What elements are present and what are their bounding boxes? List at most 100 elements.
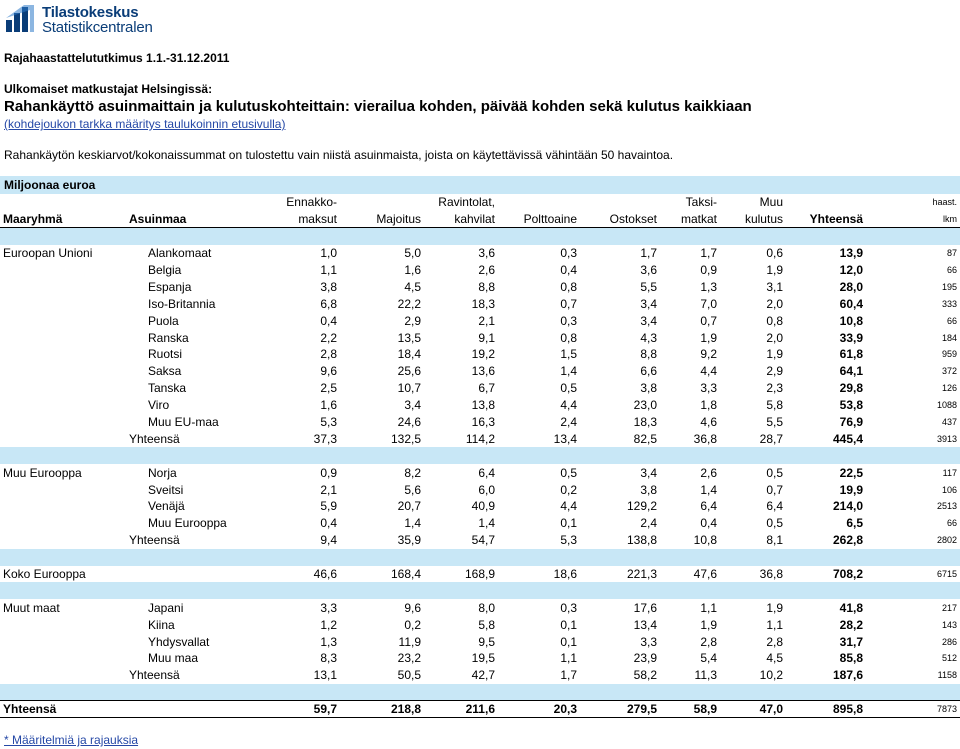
value-cell: 2,2: [320, 330, 337, 345]
value-cell: 28,0: [839, 279, 863, 294]
header-top-cell: [786, 194, 866, 211]
value-cell: 36,8: [759, 567, 783, 582]
value-cell: 66: [946, 518, 957, 529]
value-cell: 58,2: [633, 668, 657, 683]
value-cell: 76,9: [839, 415, 863, 430]
table-row: Muu EU-maa 5,3 24,6 16,3 2,4 18,3 4,6 5,5 76,9 43…: [0, 414, 960, 431]
value-cell: 25,6: [397, 364, 421, 379]
value-cell: 1,2: [320, 617, 337, 632]
table-row: Puola 0,4 2,9 2,1 0,3 3,4 0,7 0,8 10,8 66: [0, 312, 960, 329]
table-row: Espanja 3,8 4,5 8,8 0,8 5,5 1,3 3,1 28,0 195: [0, 278, 960, 295]
value-cell: 8,1: [766, 533, 783, 548]
value-cell: 13,6: [471, 364, 495, 379]
value-cell: 0,1: [560, 617, 577, 632]
value-cell: 1,1: [320, 263, 337, 277]
value-cell: 126: [941, 383, 957, 394]
value-cell: 0,2: [404, 617, 421, 632]
value-cell: 31,7: [839, 634, 863, 649]
definitions-link[interactable]: * Määritelmiä ja rajauksia: [4, 733, 139, 747]
value-cell: 1,9: [766, 347, 783, 362]
value-cell: 2,4: [560, 415, 577, 430]
value-cell: 6,0: [478, 482, 495, 497]
country-label: Yhdysvallat: [148, 634, 210, 649]
value-cell: 129,2: [626, 499, 657, 514]
value-cell: 221,3: [626, 567, 657, 582]
table-row: Tanska 2,5 10,7 6,7 0,5 3,8 3,3 2,3 29,8 126: [0, 380, 960, 397]
value-cell: 4,6: [700, 415, 717, 430]
header-row-bottom: Maaryhmä Asuinmaa maksut Majoitus kahvil…: [0, 210, 960, 229]
header-cell: matkat: [660, 210, 720, 229]
value-cell: 5,8: [766, 398, 783, 413]
value-cell: 3,4: [640, 296, 657, 311]
value-cell: 0,8: [766, 313, 783, 328]
value-cell: 11,9: [398, 634, 421, 649]
value-cell: 7873: [866, 700, 960, 719]
country-label: Saksa: [148, 364, 182, 379]
value-cell: 2,0: [766, 330, 783, 345]
value-cell: 10,7: [397, 381, 421, 396]
value-cell: 13,8: [471, 398, 495, 413]
value-cell: 53,8: [839, 398, 863, 413]
country-label: Yhteensä: [129, 668, 180, 683]
value-cell: 2513: [936, 501, 957, 512]
group-label: Muut maat: [3, 600, 60, 615]
value-cell: 1,5: [560, 347, 577, 362]
header-row-top: Ennakko- Ravintolat, Taksi- Muu haast.: [0, 194, 960, 211]
value-cell: 33,9: [839, 330, 863, 345]
value-cell: 24,6: [397, 415, 421, 430]
value-cell: 10,2: [759, 668, 783, 683]
spacer-row: [0, 683, 960, 701]
value-cell: 512: [941, 653, 957, 664]
value-cell: 437: [941, 417, 957, 428]
value-cell: 333: [941, 298, 957, 309]
value-cell: 0,9: [320, 465, 337, 480]
logo-line-2: Statistikcentralen: [42, 19, 153, 36]
value-cell: 0,7: [560, 296, 577, 311]
value-cell: 1,1: [700, 600, 717, 615]
value-cell: 66: [946, 315, 957, 326]
value-cell: 0,4: [320, 516, 337, 531]
value-cell: 58,9: [660, 700, 720, 719]
value-cell: 13,5: [397, 330, 421, 345]
value-cell: 1,4: [478, 516, 495, 531]
spending-table: Ennakko- Ravintolat, Taksi- Muu haast. M…: [0, 194, 960, 719]
value-cell: 8,8: [640, 347, 657, 362]
value-cell: 1,7: [700, 246, 717, 261]
grand-total-row: Yhteensä 59,7 218,8 211,6 20,3 279,5 58,9 47,0 8…: [0, 700, 960, 719]
value-cell: 61,8: [839, 347, 863, 362]
unit-bar: Miljoonaa euroa: [0, 176, 960, 194]
value-cell: 28,7: [759, 431, 783, 446]
value-cell: 6,4: [766, 499, 783, 514]
value-cell: 6,6: [640, 364, 657, 379]
header-cell: maksut: [252, 210, 340, 229]
country-label: Muu maa: [148, 651, 199, 666]
country-label: Puola: [148, 313, 179, 328]
header-group: Maaryhmä: [0, 210, 126, 229]
value-cell: 2,1: [478, 313, 495, 328]
country-label: Sveitsi: [148, 482, 184, 497]
spacer-row: [0, 447, 960, 465]
value-cell: 5,6: [404, 482, 421, 497]
value-cell: 9,1: [478, 330, 495, 345]
value-cell: 4,4: [560, 398, 577, 413]
table-row: Viro 1,6 3,4 13,8 4,4 23,0 1,8 5,8 53,8 1088: [0, 397, 960, 414]
country-label: Espanja: [148, 279, 192, 294]
value-cell: 143: [941, 619, 957, 630]
value-cell: 13,4: [633, 617, 657, 632]
title-line-1: Ulkomaiset matkustajat Helsingissä:: [4, 82, 213, 96]
value-cell: 2,8: [766, 634, 783, 649]
value-cell: 1,4: [560, 364, 577, 379]
table-row: Venäjä 5,9 20,7 40,9 4,4 129,2 6,4 6,4 214,0 2513: [0, 498, 960, 515]
target-group-link[interactable]: (kohdejoukon tarkka määritys taulukoinni…: [4, 117, 286, 131]
value-cell: 2,8: [320, 347, 337, 362]
table-row: Yhdysvallat 1,3 11,9 9,5 0,1 3,3 2,8 2,8 31,7 286: [0, 633, 960, 650]
value-cell: 279,5: [580, 700, 660, 719]
value-cell: 1,6: [320, 398, 337, 413]
value-cell: 22,5: [839, 465, 863, 480]
value-cell: 3,6: [478, 246, 495, 261]
value-cell: 5,5: [766, 415, 783, 430]
value-cell: 19,5: [471, 651, 495, 666]
header-cell: Majoitus: [340, 210, 424, 229]
value-cell: 187,6: [832, 668, 863, 683]
country-label: Norja: [148, 465, 177, 480]
